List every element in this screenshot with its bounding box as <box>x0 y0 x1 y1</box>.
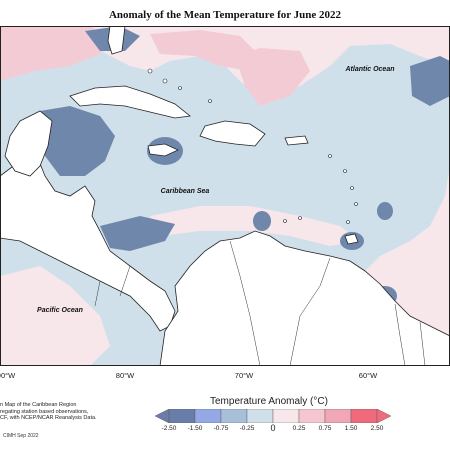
map-title: Anomaly of the Mean Temperature for June… <box>108 9 342 21</box>
legend-tick: 2.50 <box>370 425 384 432</box>
land-yucatan <box>4 110 53 177</box>
map-notes: n Map of the Caribbean Region regating s… <box>0 402 97 422</box>
anomaly-positive-center <box>150 30 260 71</box>
label-caribbean-sea: Caribbean Sea <box>161 188 210 195</box>
longitude-label-70w: 70°W <box>234 371 254 380</box>
legend-tick: -2.50 <box>161 425 177 432</box>
legend-tick: 0.25 <box>292 425 306 432</box>
note-line-1: n Map of the Caribbean Region <box>0 402 77 408</box>
anomaly-negative-windward <box>377 202 393 220</box>
small-islands <box>147 68 358 224</box>
land-cuba <box>69 85 191 119</box>
land-trinidad <box>344 233 359 245</box>
land-jamaica <box>147 143 179 157</box>
anomaly-positive-pacific <box>0 266 110 366</box>
anomaly-map: Atlantic Ocean Caribbean Sea Pacific Oce… <box>0 26 450 366</box>
note-line-3: CF, with NCEP/NCAR Reanalysis Data. <box>0 415 97 422</box>
label-atlantic-ocean: Atlantic Ocean <box>344 66 394 73</box>
land-hispaniola <box>199 120 266 147</box>
longitude-label-60w: 60°W <box>358 371 378 380</box>
anomaly-negative-guajira <box>253 211 271 231</box>
note-line-2: regating station based observations, <box>0 408 89 415</box>
anomaly-negative-atlantic <box>410 56 450 106</box>
credit: CIMH Sep 2022 <box>3 433 39 439</box>
anomaly-positive-north-strong <box>0 26 110 81</box>
land-masses <box>0 26 450 366</box>
anomaly-negative-gulf <box>38 106 115 176</box>
longitude-label-80w: 80°W <box>115 371 135 380</box>
map-frame: Atlantic Ocean Caribbean Sea Pacific Oce… <box>0 26 450 366</box>
legend-colorbar <box>155 409 391 423</box>
land-south-america <box>159 230 450 366</box>
anomaly-positive-atlantic <box>235 48 310 106</box>
legend-tick: -0.25 <box>239 425 255 432</box>
longitude-label-90w: 90°W <box>0 371 16 380</box>
legend-tick: 0 <box>270 423 276 433</box>
legend-tick: -1.50 <box>187 425 203 432</box>
land-florida <box>107 26 126 55</box>
legend-tick: -0.75 <box>213 425 229 432</box>
land-central-america <box>0 150 176 332</box>
anomaly-negative-colombia <box>100 216 175 251</box>
label-pacific-ocean: Pacific Ocean <box>37 307 83 314</box>
legend-tick: 1.50 <box>344 425 358 432</box>
borders <box>94 240 426 366</box>
legend-tick: 0.75 <box>318 425 332 432</box>
legend-title: Temperature Anomaly (°C) <box>210 396 328 407</box>
land-puerto-rico <box>284 135 309 146</box>
